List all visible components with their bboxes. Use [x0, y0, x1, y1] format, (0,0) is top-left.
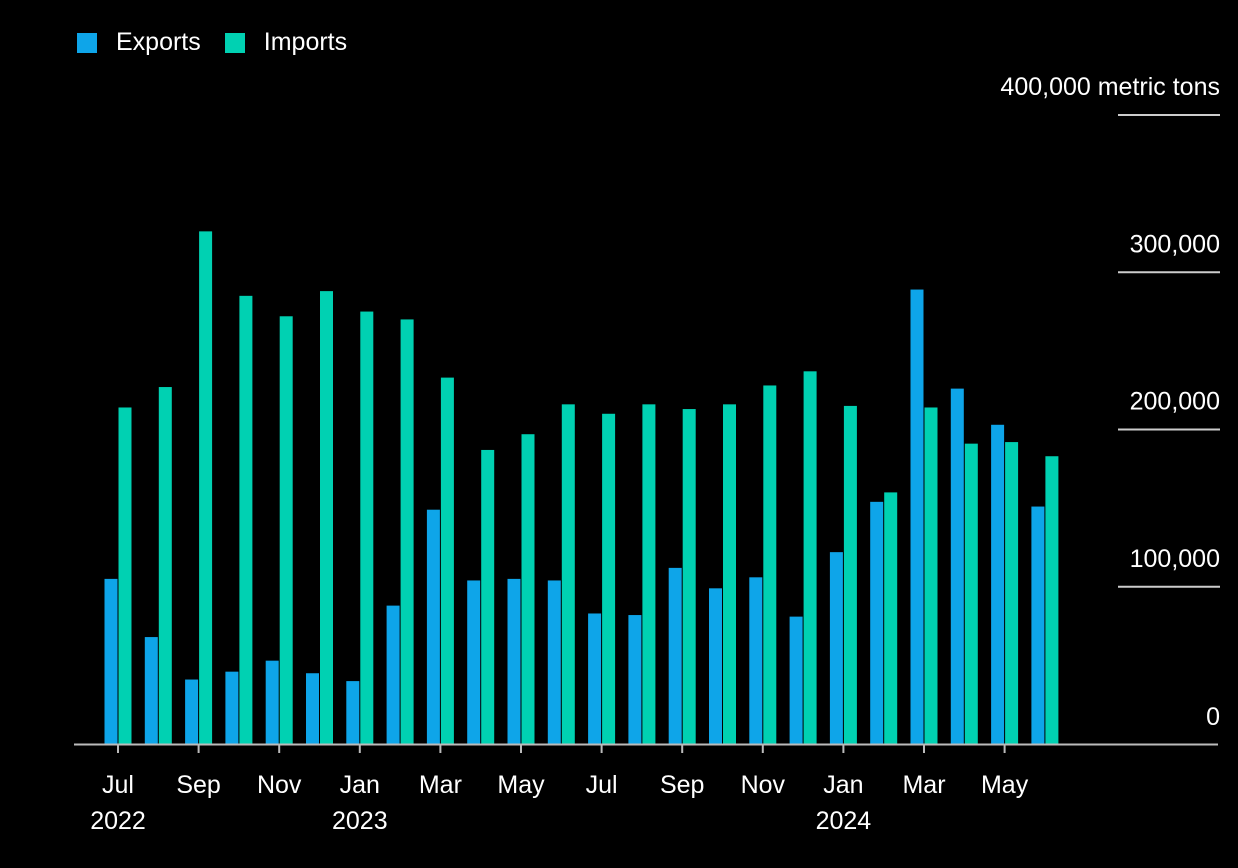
x-tick-label-year: 2023	[332, 807, 388, 835]
bar-exports	[910, 289, 924, 744]
y-tick-label: 300,000	[1130, 230, 1220, 258]
bar-imports	[440, 377, 454, 744]
bar-exports	[749, 577, 763, 744]
y-tick-label: 200,000	[1130, 388, 1220, 416]
bar-imports	[199, 231, 213, 745]
x-tick-label-month: Jan	[340, 771, 380, 799]
bar-imports	[723, 404, 736, 744]
x-tick-label-month: Sep	[176, 771, 220, 799]
bar-exports	[628, 615, 642, 744]
y-tick-label: 100,000	[1130, 545, 1220, 573]
bar-exports	[1031, 506, 1045, 744]
bar-exports	[144, 637, 158, 744]
legend: Exports Imports	[77, 28, 371, 57]
legend-item-imports[interactable]: Imports	[224, 28, 348, 57]
x-tick-label-month: Nov	[257, 771, 302, 799]
bar-imports	[803, 371, 817, 744]
bar-exports	[668, 567, 682, 744]
bar-imports	[158, 387, 172, 744]
x-tick-label-month: Nov	[741, 771, 786, 799]
bar-exports	[225, 671, 239, 744]
legend-item-exports[interactable]: Exports	[77, 28, 201, 57]
x-tick-label-month: Sep	[660, 771, 704, 799]
bar-exports	[950, 388, 964, 744]
bar-imports	[682, 409, 696, 744]
bar-imports	[763, 385, 777, 744]
bar-imports	[320, 291, 333, 744]
x-tick-label-month: May	[497, 771, 545, 799]
x-tick-label-month: Mar	[902, 771, 945, 799]
bar-imports	[481, 449, 495, 744]
legend-label-exports: Exports	[116, 28, 201, 56]
bar-exports	[467, 580, 481, 744]
bar-imports	[400, 319, 414, 744]
x-tick-label-year: 2024	[816, 807, 872, 835]
bar-exports	[265, 660, 279, 744]
bar-exports	[426, 509, 440, 744]
bar-exports	[547, 580, 561, 744]
bar-imports	[884, 492, 898, 744]
x-tick-label-month: Mar	[419, 771, 462, 799]
x-tick-label-month: Jul	[586, 771, 618, 799]
bar-exports	[870, 501, 884, 744]
bar-imports	[924, 407, 938, 744]
bar-exports	[588, 613, 602, 744]
bar-imports	[642, 404, 656, 744]
bar-imports	[843, 405, 857, 744]
x-tick-label-year: 2022	[90, 807, 146, 835]
exports-swatch	[77, 32, 97, 53]
bar-imports	[118, 407, 132, 744]
bar-exports	[789, 616, 803, 744]
legend-label-imports: Imports	[263, 28, 348, 56]
bar-exports	[829, 552, 843, 744]
bar-imports	[561, 404, 575, 744]
bar-exports	[346, 681, 360, 744]
x-tick-label-month: May	[981, 771, 1029, 799]
bar-exports	[709, 588, 722, 744]
bar-imports	[1005, 442, 1019, 744]
bar-imports	[521, 434, 535, 744]
x-tick-label-month: Jul	[102, 771, 134, 799]
bar-exports	[104, 578, 118, 744]
y-tick-label: 400,000 metric tons	[1000, 73, 1220, 101]
bar-imports	[1045, 456, 1059, 744]
x-tick-label-month: Jan	[823, 771, 863, 799]
bar-imports	[964, 443, 978, 744]
imports-swatch	[224, 32, 245, 53]
bar-exports	[185, 679, 199, 744]
bar-exports	[386, 605, 400, 744]
bar-imports	[279, 316, 293, 744]
y-tick-label: 0	[1206, 703, 1220, 731]
bar-imports	[360, 311, 374, 744]
bar-exports	[991, 424, 1005, 744]
bar-exports	[507, 578, 521, 744]
bar-imports	[239, 295, 253, 744]
bar-exports	[306, 673, 319, 744]
bar-imports	[602, 413, 616, 744]
